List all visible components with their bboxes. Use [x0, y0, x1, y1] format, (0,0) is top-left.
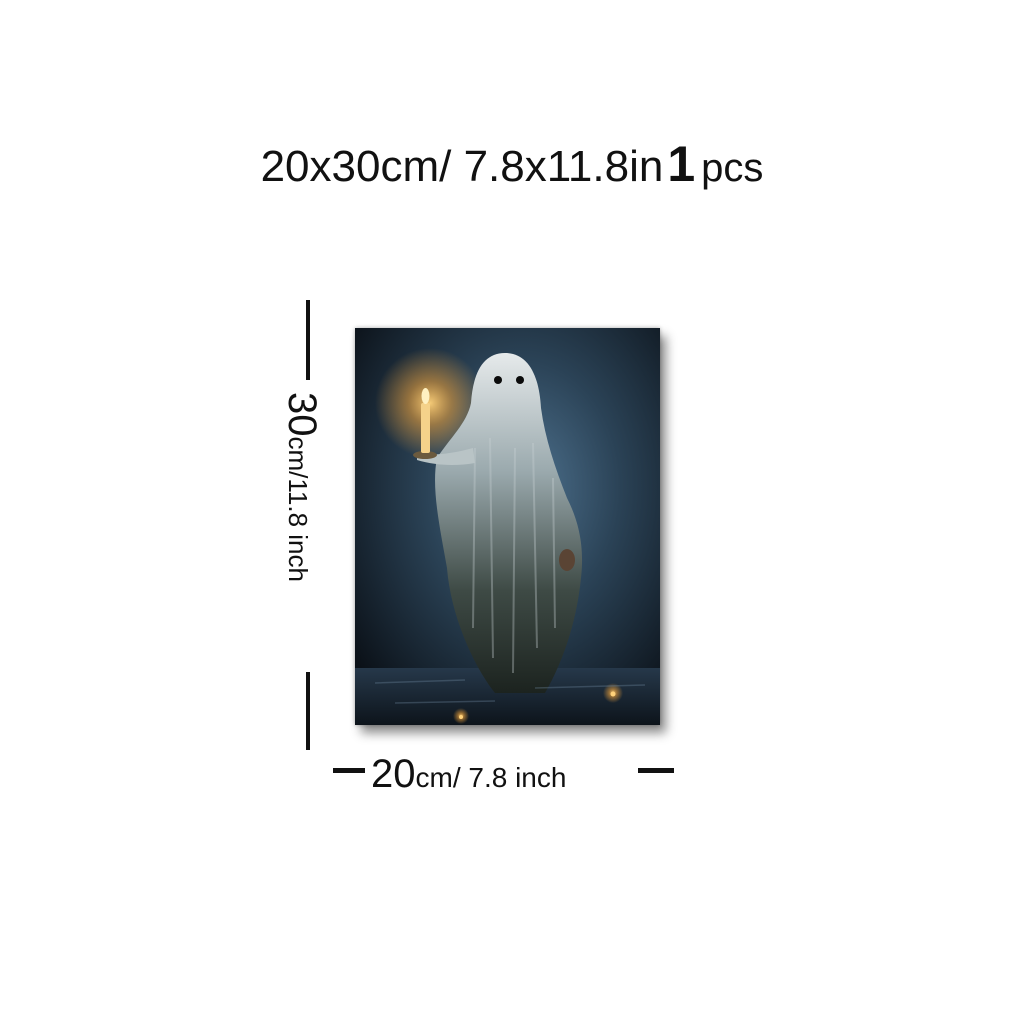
quantity-number: 1	[667, 136, 696, 192]
height-value: 30	[280, 392, 324, 437]
quantity-unit: pcs	[701, 146, 764, 190]
canvas-artwork	[355, 328, 660, 725]
width-value: 20	[371, 752, 416, 796]
width-dimension-line-right	[638, 768, 674, 773]
ghost-painting-illustration	[355, 328, 660, 725]
size-text: 20x30cm/ 7.8x11.8in	[260, 142, 664, 191]
width-dimension-label: 20cm/ 7.8 inch	[371, 752, 566, 797]
width-dimension-line-left	[333, 768, 365, 773]
height-unit: cm/11.8 inch	[283, 436, 313, 582]
width-unit: cm/ 7.8 inch	[415, 762, 567, 793]
height-dimension-line-top	[306, 300, 310, 380]
size-title: 20x30cm/ 7.8x11.8in1 pcs	[0, 139, 1024, 192]
height-dimension-line-bottom	[306, 672, 310, 750]
height-dimension-label: 30cm/11.8 inch	[279, 392, 324, 582]
